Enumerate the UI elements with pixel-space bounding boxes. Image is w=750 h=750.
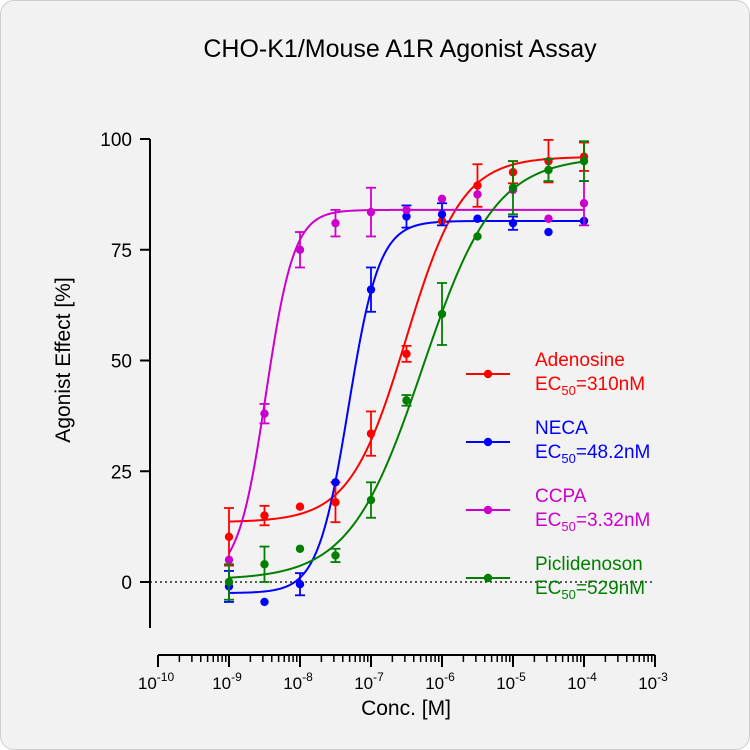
data-point	[366, 207, 376, 217]
data-point	[579, 199, 589, 208]
data-point	[331, 218, 340, 228]
data-points	[224, 138, 589, 607]
legend-name: NECA	[535, 418, 588, 439]
legend-item-piclidenoson: Piclidenoson EC50=529nM	[466, 554, 645, 602]
data-point	[260, 597, 269, 607]
series-piclidenoson	[224, 140, 589, 601]
y-tick-label: 25	[111, 462, 132, 483]
data-point	[579, 156, 589, 166]
x-tick-label: 10-3	[638, 670, 668, 693]
x-tick-label: 10-5	[496, 670, 526, 693]
fit-curve-ccpa	[228, 208, 584, 554]
data-point	[260, 560, 269, 569]
x-tick-label: 10-9	[212, 670, 242, 693]
fit-curve-piclidenoson	[228, 160, 585, 579]
data-point	[473, 232, 482, 241]
data-point	[544, 214, 553, 223]
legend-name: Adenosine	[535, 350, 625, 371]
data-point	[224, 555, 234, 565]
data-point	[295, 502, 305, 511]
data-point	[295, 580, 305, 589]
legend: Adenosine EC50=310nM NECA EC50=48.2nM CCPA EC…	[466, 350, 650, 602]
legend-marker	[483, 369, 493, 379]
data-point	[437, 309, 447, 319]
x-tick-label: 10-8	[283, 670, 313, 693]
data-point	[473, 190, 482, 199]
data-point	[331, 478, 340, 487]
data-point	[260, 511, 269, 520]
data-point	[402, 212, 411, 221]
legend-marker	[483, 573, 493, 583]
data-point	[224, 577, 234, 587]
legend-item-neca: NECA EC50=48.2nM	[466, 418, 650, 466]
data-point	[260, 409, 269, 418]
legend-ec50: EC50=48.2nM	[535, 442, 650, 466]
data-point	[331, 498, 340, 507]
x-tick-label: 10-10	[138, 670, 175, 693]
data-point	[544, 227, 553, 237]
data-point	[508, 183, 518, 192]
data-point	[295, 245, 305, 254]
data-point	[366, 285, 376, 294]
x-axis-label: Conc. [M]	[361, 697, 451, 720]
data-point	[402, 205, 411, 215]
legend-marker	[483, 505, 493, 515]
legend-ec50: EC50=310nM	[535, 374, 645, 398]
legend-ec50: EC50=529nM	[535, 578, 645, 602]
y-tick-label: 100	[100, 130, 132, 151]
data-point	[437, 210, 447, 219]
series-neca	[224, 202, 589, 607]
legend-ec50: EC50=3.32nM	[535, 510, 650, 534]
legend-item-ccpa: CCPA EC50=3.32nM	[466, 486, 650, 534]
legend-name: CCPA	[535, 486, 587, 507]
axes: 0 25 50 75 100 10-10 10-9 10-8 10-7 10-6 10-5 10-4 1…	[100, 130, 668, 693]
x-tick-label: 10-7	[354, 670, 384, 693]
data-point	[366, 429, 376, 438]
chart-title: CHO-K1/Mouse A1R Agonist Assay	[203, 35, 597, 63]
data-point	[402, 349, 411, 359]
data-point	[366, 495, 376, 505]
y-tick-label: 50	[111, 352, 132, 373]
data-point	[473, 181, 482, 190]
data-point	[473, 214, 482, 223]
y-tick-label: 75	[111, 241, 132, 262]
data-point	[437, 194, 447, 204]
legend-name: Piclidenoson	[535, 554, 643, 575]
y-axis-label: Agonist Effect [%]	[52, 277, 75, 442]
fit-curve-adenosine	[228, 156, 585, 523]
data-point	[331, 551, 340, 560]
data-point	[224, 532, 234, 542]
x-tick-label: 10-6	[425, 670, 455, 693]
data-point	[508, 218, 518, 228]
data-point	[295, 544, 305, 553]
legend-marker	[483, 437, 493, 447]
x-tick-label: 10-4	[567, 670, 597, 693]
data-point	[544, 165, 553, 175]
fit-curve-neca	[228, 219, 584, 594]
legend-item-adenosine: Adenosine EC50=310nM	[466, 350, 645, 398]
data-point	[402, 396, 411, 405]
y-tick-label: 0	[121, 573, 132, 594]
